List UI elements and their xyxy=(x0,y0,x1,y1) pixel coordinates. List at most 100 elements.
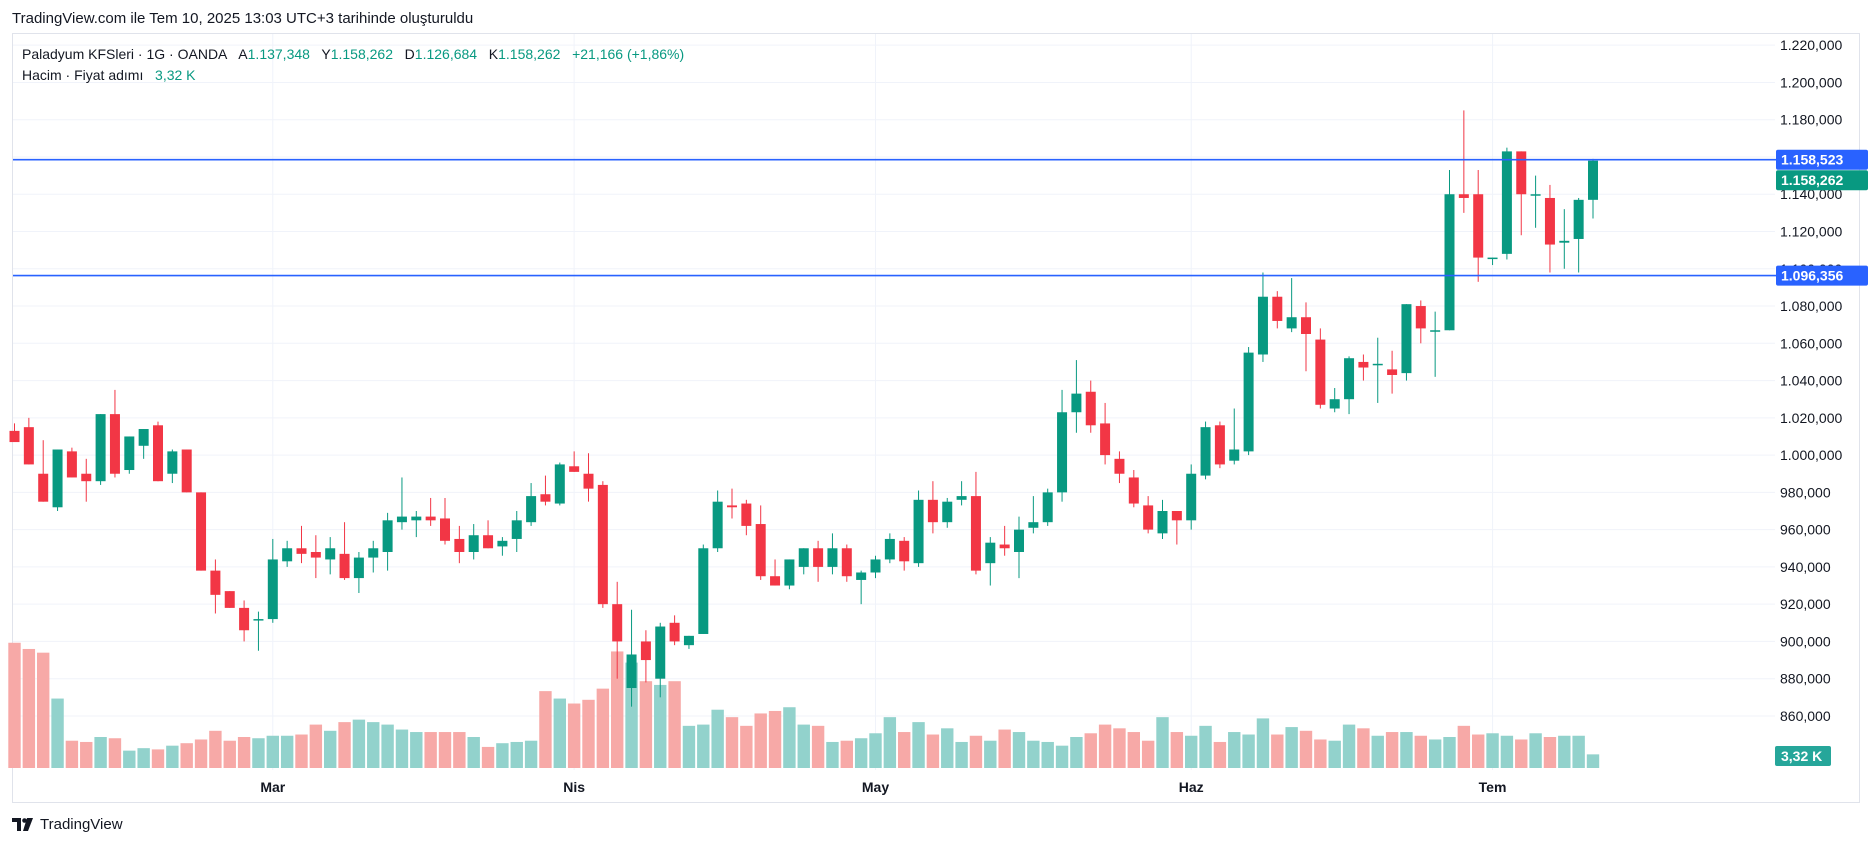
candle xyxy=(1501,147,1512,260)
volume-bar xyxy=(438,732,452,768)
volume-bar xyxy=(1515,739,1528,768)
horizontal-levels[interactable] xyxy=(13,158,1777,277)
candle-body xyxy=(124,436,135,471)
volume-bar xyxy=(854,738,868,768)
volume-bar xyxy=(1041,741,1054,768)
volume-bar xyxy=(410,732,423,768)
candle-body xyxy=(411,516,422,521)
volume-bar xyxy=(1299,730,1313,768)
price-tick-label: 1.080,000 xyxy=(1780,298,1842,314)
volume-bar xyxy=(553,698,566,768)
candle xyxy=(224,591,235,608)
candle-body xyxy=(985,542,996,564)
volume-bar xyxy=(1141,740,1155,768)
price-tick-label: 880,000 xyxy=(1780,671,1831,687)
candle-body xyxy=(52,449,63,508)
candle-body xyxy=(296,548,307,554)
candle xyxy=(999,525,1010,556)
candle-body xyxy=(1214,425,1225,465)
price-tick-label: 1.040,000 xyxy=(1780,373,1842,389)
candle-body xyxy=(1573,199,1584,239)
time-axis[interactable]: Mar Nis May Haz Tem xyxy=(260,779,1506,795)
volume-bar xyxy=(1242,734,1255,768)
candle-body xyxy=(755,524,766,577)
upper-level-badge: 1.158,523 xyxy=(1776,149,1868,170)
candle-body xyxy=(382,520,393,552)
legend-open-value: 1.137,348 xyxy=(247,46,310,62)
candle-body xyxy=(23,427,34,465)
candle-body xyxy=(1329,399,1340,409)
legend-low-label: D xyxy=(404,46,415,62)
time-tick-label: Haz xyxy=(1179,779,1204,795)
volume-bar xyxy=(1199,725,1212,768)
volume-bar xyxy=(123,750,136,768)
volume-bar xyxy=(424,732,437,768)
legend-symbol[interactable]: Paladyum KFSleri · 1G · OANDA xyxy=(22,46,228,62)
price-axis[interactable]: 860,000 880,000 900,000 920,000 940,000 960,0… xyxy=(1775,37,1868,766)
candle xyxy=(1071,360,1082,433)
price-tick-label: 920,000 xyxy=(1780,596,1831,612)
volume-bar xyxy=(309,724,323,768)
candle xyxy=(368,540,379,573)
volume-bar xyxy=(1314,739,1327,768)
candle xyxy=(210,559,221,614)
last-price-badge: 1.158,262 xyxy=(1776,170,1868,191)
tradingview-logo[interactable]: TradingView xyxy=(12,816,123,833)
candle-body xyxy=(956,496,967,500)
volume-bar xyxy=(94,737,107,768)
volume-bar xyxy=(1084,733,1097,768)
candlesticks xyxy=(9,110,1598,707)
candle-body xyxy=(1257,296,1268,355)
volume-bar xyxy=(596,688,610,768)
lower-level-badge-text: 1.096,356 xyxy=(1781,268,1843,284)
candle-body xyxy=(1358,361,1369,368)
candle xyxy=(153,421,163,482)
candle-body xyxy=(239,607,250,631)
volume-bar xyxy=(898,732,911,768)
candle xyxy=(683,635,694,649)
candle xyxy=(1387,350,1398,394)
volume-bar xyxy=(1170,732,1184,768)
candle-body xyxy=(196,492,207,571)
time-tick-label: Nis xyxy=(563,779,585,795)
volume-bars xyxy=(8,642,1600,768)
volume-bar xyxy=(639,681,653,768)
volume-bar xyxy=(1400,732,1413,768)
legend-low-value: 1.126,684 xyxy=(414,46,478,62)
candle xyxy=(1143,496,1154,534)
volume-bar xyxy=(682,725,696,768)
candle xyxy=(597,481,608,608)
candle xyxy=(1085,380,1096,433)
volume-bar xyxy=(1156,717,1169,768)
candle-body xyxy=(1143,505,1154,530)
candle xyxy=(1315,328,1326,409)
candle xyxy=(310,535,321,579)
volume-bar xyxy=(194,739,208,768)
tradingview-brand-text: TradingView xyxy=(40,816,123,833)
volume-bar xyxy=(1357,728,1370,768)
candle-body xyxy=(870,559,881,573)
volume-bar xyxy=(481,746,495,768)
candle-body xyxy=(1415,306,1426,329)
candle xyxy=(698,544,709,634)
volume-bar xyxy=(969,735,983,768)
legend-volume-row: Hacim · Fiyat adımı 3,32 K xyxy=(22,65,684,86)
volume-bar xyxy=(1558,735,1571,768)
volume-bar xyxy=(1328,740,1341,768)
candle-body xyxy=(38,473,49,502)
volume-bar xyxy=(984,740,997,768)
candle-body xyxy=(440,518,450,541)
candle-body xyxy=(339,553,350,579)
volume-bar xyxy=(941,728,954,768)
candle-body xyxy=(1372,363,1383,366)
candle xyxy=(526,483,537,526)
volume-bar xyxy=(539,691,552,768)
volume-bar xyxy=(1342,724,1356,768)
candle-body xyxy=(497,540,508,547)
candle-body xyxy=(1171,511,1182,521)
legend-volume-label[interactable]: Hacim · Fiyat adımı xyxy=(22,67,144,83)
legend-open-label: A xyxy=(238,46,248,62)
price-tick-label: 1.200,000 xyxy=(1780,74,1842,90)
candle xyxy=(784,559,795,590)
